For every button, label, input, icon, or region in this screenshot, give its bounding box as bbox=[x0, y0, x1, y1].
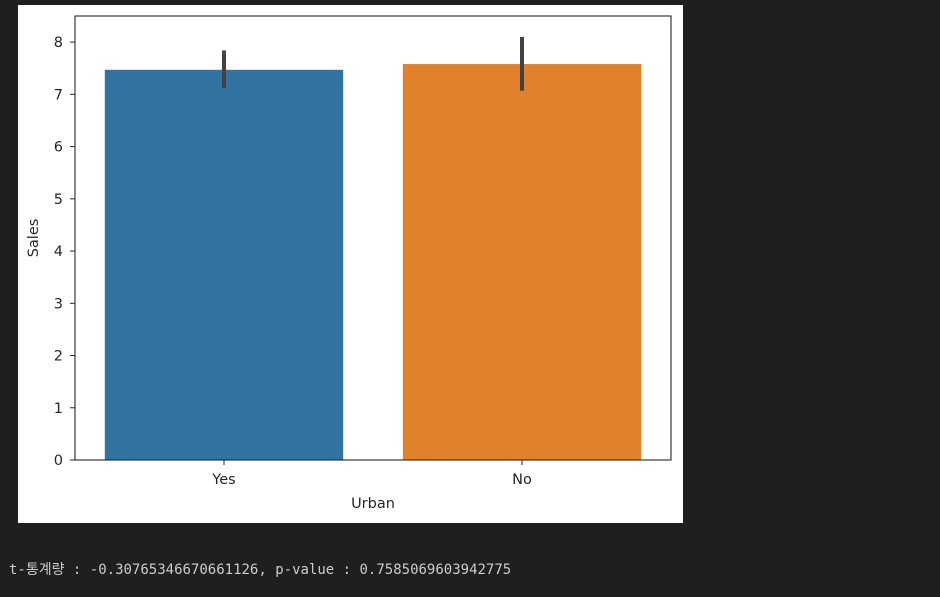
y-tick-label: 0 bbox=[54, 453, 63, 469]
bar-yes bbox=[104, 69, 344, 460]
chart-figure: 0 1 2 3 4 5 6 7 8 Yes No Urban Sales bbox=[18, 5, 683, 523]
y-tick-label: 2 bbox=[54, 349, 63, 365]
y-tick-label: 3 bbox=[54, 296, 63, 312]
bars-layer bbox=[104, 64, 642, 461]
y-tick-label: 7 bbox=[54, 87, 63, 103]
x-tick-label: No bbox=[512, 472, 532, 488]
y-tick-label: 5 bbox=[54, 192, 63, 208]
y-tick-label: 6 bbox=[54, 140, 63, 156]
y-tick-label: 4 bbox=[54, 244, 63, 260]
x-tick-label: Yes bbox=[211, 472, 235, 488]
plot-frame bbox=[74, 15, 672, 461]
y-axis-ticks: 0 1 2 3 4 5 6 7 8 bbox=[54, 35, 75, 469]
stdout-text: t-통계량 : -0.30765346670661126, p-value : … bbox=[9, 562, 512, 578]
x-axis-ticks: Yes No bbox=[211, 460, 532, 488]
x-axis-label: Urban bbox=[351, 496, 395, 512]
y-tick-label: 1 bbox=[54, 401, 63, 417]
bar-no bbox=[402, 64, 642, 461]
y-tick-label: 8 bbox=[54, 35, 63, 51]
y-axis-label: Sales bbox=[26, 219, 42, 258]
bar-chart: 0 1 2 3 4 5 6 7 8 Yes No Urban Sales bbox=[26, 15, 672, 512]
error-bars-layer bbox=[222, 36, 524, 91]
